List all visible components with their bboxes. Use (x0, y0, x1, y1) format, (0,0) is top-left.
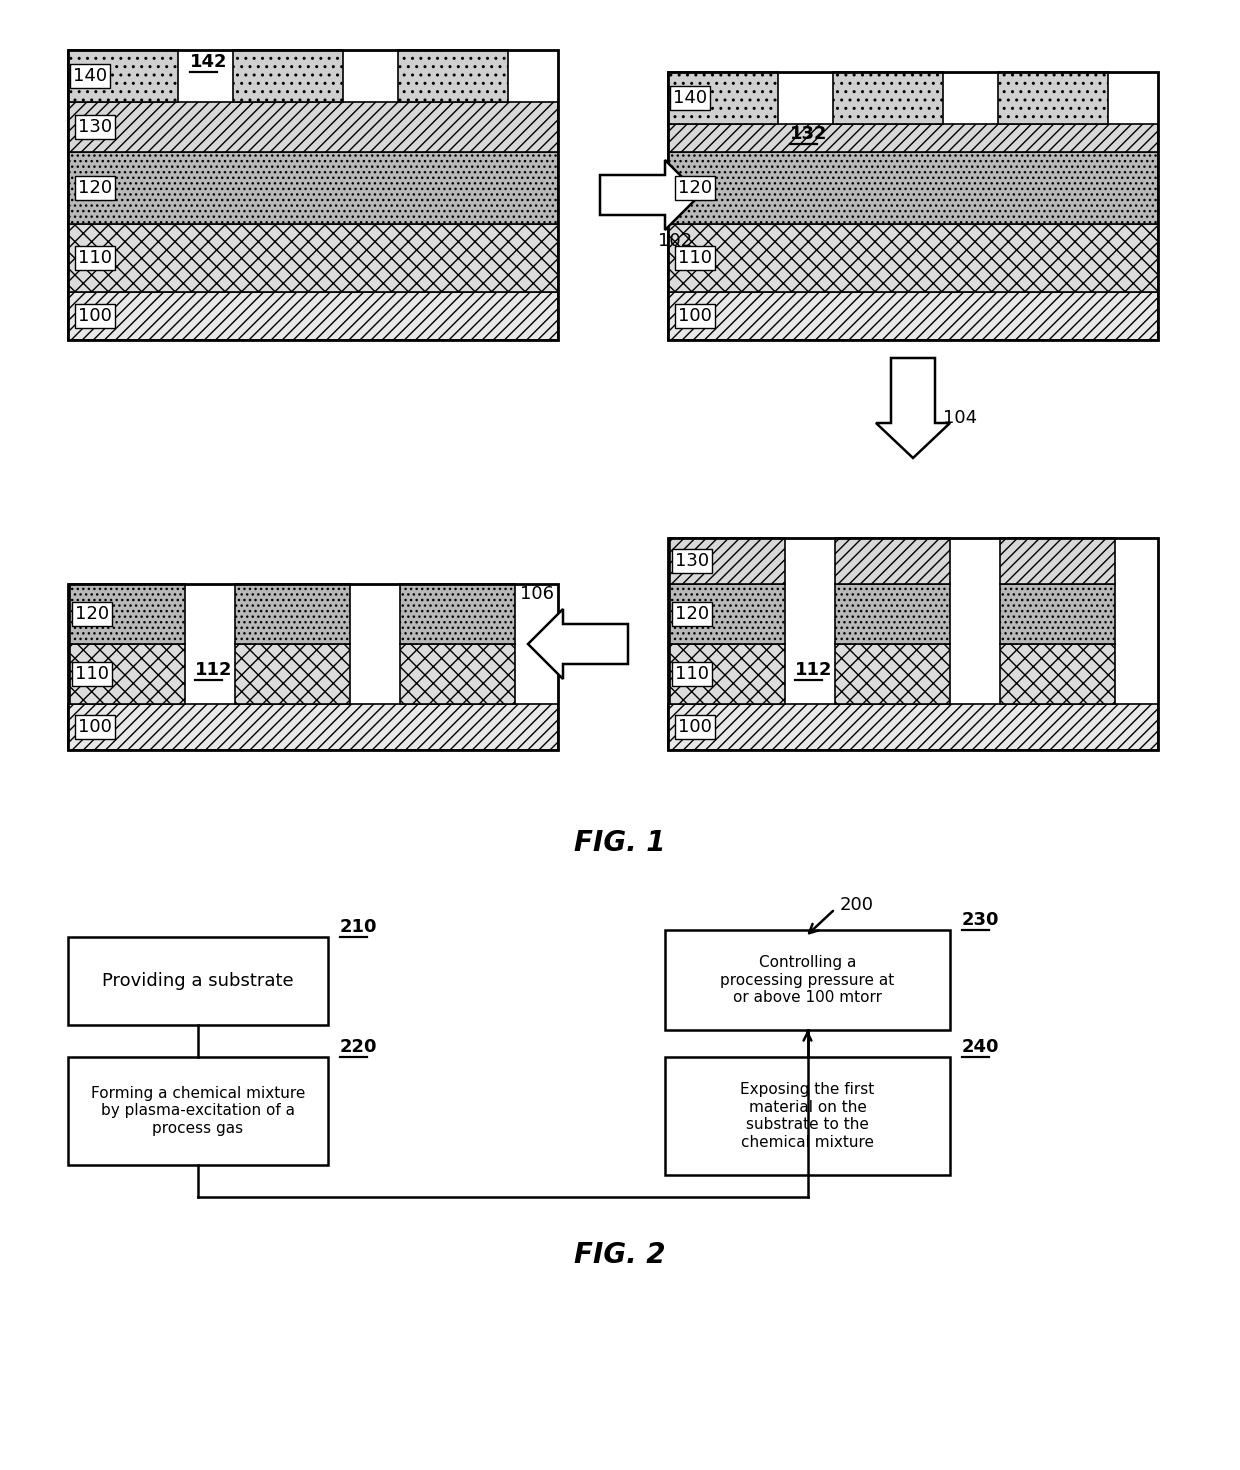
Bar (998, 72, 1109, 123)
Bar (668, 293, 1158, 340)
Bar (236, 644, 350, 704)
Text: 140: 140 (673, 90, 707, 107)
Bar (668, 123, 1158, 151)
Text: 220: 220 (340, 1038, 377, 1055)
Bar (668, 704, 1158, 750)
Text: 100: 100 (78, 307, 112, 325)
Text: 110: 110 (74, 664, 109, 684)
Text: 120: 120 (78, 179, 112, 197)
Text: 100: 100 (678, 307, 712, 325)
Text: 130: 130 (675, 553, 709, 570)
Text: 120: 120 (675, 606, 709, 623)
Text: 110: 110 (78, 248, 112, 268)
Polygon shape (600, 160, 701, 229)
Text: 210: 210 (340, 917, 377, 936)
Bar (68, 50, 179, 101)
Text: 200: 200 (839, 897, 874, 914)
Text: 106: 106 (520, 585, 554, 603)
Text: 100: 100 (678, 717, 712, 736)
Bar (68, 936, 329, 1025)
Text: Forming a chemical mixture
by plasma-excitation of a
process gas: Forming a chemical mixture by plasma-exc… (91, 1086, 305, 1136)
Bar (665, 1057, 950, 1175)
Text: 110: 110 (675, 664, 709, 684)
Text: 102: 102 (658, 232, 692, 250)
Text: FIG. 1: FIG. 1 (574, 829, 666, 857)
Text: 120: 120 (74, 606, 109, 623)
Bar (665, 931, 950, 1030)
Bar (68, 293, 558, 340)
Text: 100: 100 (78, 717, 112, 736)
Bar (670, 644, 785, 704)
Bar (68, 1057, 329, 1166)
Bar (68, 151, 558, 223)
Text: 132: 132 (790, 125, 827, 143)
Text: Exposing the first
material on the
substrate to the
chemical mixture: Exposing the first material on the subst… (740, 1082, 874, 1150)
Bar (401, 644, 515, 704)
Bar (68, 584, 558, 750)
Bar (668, 72, 777, 123)
Text: Providing a substrate: Providing a substrate (102, 972, 294, 989)
Bar (68, 704, 558, 750)
Bar (236, 584, 350, 644)
Text: 120: 120 (678, 179, 712, 197)
Bar (668, 538, 1158, 750)
Text: 110: 110 (678, 248, 712, 268)
Bar (833, 72, 942, 123)
Bar (670, 538, 785, 584)
Bar (668, 151, 1158, 223)
Bar (668, 223, 1158, 293)
Bar (670, 584, 785, 644)
Bar (68, 50, 558, 340)
Bar (835, 644, 950, 704)
Text: 112: 112 (195, 662, 233, 679)
Bar (999, 538, 1115, 584)
Text: 140: 140 (73, 68, 107, 85)
Bar (69, 644, 185, 704)
Text: Controlling a
processing pressure at
or above 100 mtorr: Controlling a processing pressure at or … (720, 956, 894, 1005)
Bar (233, 50, 343, 101)
Text: 104: 104 (942, 409, 977, 426)
Polygon shape (875, 359, 950, 459)
Bar (835, 584, 950, 644)
Bar (69, 584, 185, 644)
Bar (398, 50, 508, 101)
Bar (999, 584, 1115, 644)
Text: 112: 112 (795, 662, 832, 679)
Polygon shape (528, 609, 627, 679)
Bar (68, 223, 558, 293)
Bar (999, 644, 1115, 704)
Bar (68, 101, 558, 151)
Text: 240: 240 (962, 1038, 999, 1055)
Text: 130: 130 (78, 118, 112, 137)
Bar (835, 538, 950, 584)
Text: 142: 142 (190, 53, 227, 71)
Text: 230: 230 (962, 911, 999, 929)
Bar (668, 72, 1158, 340)
Text: FIG. 2: FIG. 2 (574, 1241, 666, 1269)
Bar (401, 584, 515, 644)
